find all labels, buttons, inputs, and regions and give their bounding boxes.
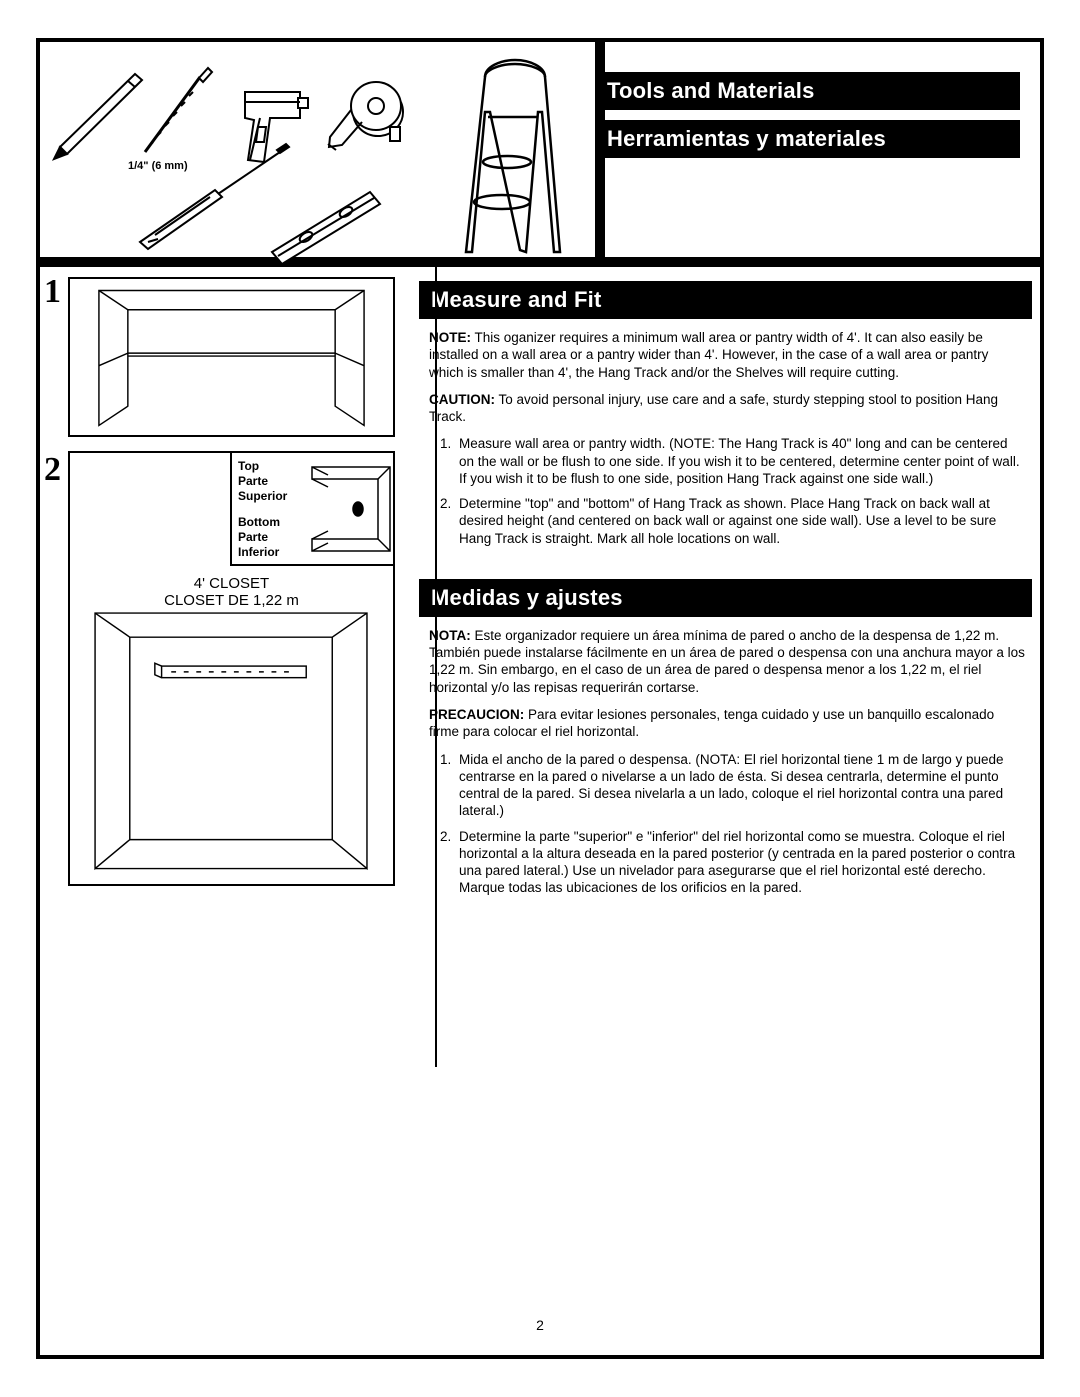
figures-column: 1 2 [40, 267, 405, 1067]
track-bottom-es2: Inferior [238, 545, 280, 560]
step-en-1: Measure wall area or pantry width. (NOTE… [455, 435, 1026, 487]
step-es-1: Mida el ancho de la pared o despensa. (N… [455, 751, 1026, 820]
note-es-text: Este organizador requiere un área mínima… [429, 628, 1025, 695]
note-en-text: This oganizer requires a minimum wall ar… [429, 330, 988, 380]
measure-header-en: Measure and Fit [419, 281, 1032, 319]
page-frame: 1/4" (6 mm) Tools and Materials Herramie… [36, 38, 1044, 1359]
caution-en-text: To avoid personal injury, use care and a… [429, 392, 998, 424]
tools-header-es: Herramientas y materiales [595, 120, 1020, 158]
track-bottom-en: Bottom [238, 515, 280, 530]
caution-es: PRECAUCION: Para evitar lesiones persona… [429, 706, 1026, 741]
step-en-2: Determine "top" and "bottom" of Hang Tra… [455, 495, 1026, 547]
step-es-2: Determine la parte "superior" e "inferio… [455, 828, 1026, 897]
closet-label-en: 4' CLOSET [70, 575, 393, 592]
tools-section: 1/4" (6 mm) Tools and Materials Herramie… [40, 42, 1040, 267]
page-number: 2 [40, 1317, 1040, 1333]
measure-header-es: Medidas y ajustes [419, 579, 1032, 617]
tools-illustration: 1/4" (6 mm) [40, 42, 595, 257]
instructions-column: Measure and Fit NOTE: This oganizer requ… [405, 267, 1040, 1067]
steps-es: Mida el ancho de la pared o despensa. (N… [429, 751, 1026, 897]
figure-2: Top Parte Superior Bottom Parte Inferior [68, 451, 395, 886]
tools-header-en: Tools and Materials [595, 72, 1020, 110]
caution-en: CAUTION: To avoid personal injury, use c… [429, 391, 1026, 426]
track-bottom-es1: Parte [238, 530, 280, 545]
note-en: NOTE: This oganizer requires a minimum w… [429, 329, 1026, 381]
column-divider [435, 267, 437, 1067]
step-number-2: 2 [44, 451, 61, 489]
steps-en: Measure wall area or pantry width. (NOTE… [429, 435, 1026, 547]
closet-label-es: CLOSET DE 1,22 m [70, 592, 393, 609]
track-top-en: Top [238, 459, 287, 474]
track-top-es1: Parte [238, 474, 287, 489]
note-es: NOTA: Este organizador requiere un área … [429, 627, 1026, 696]
drill-bit-label: 1/4" (6 mm) [128, 160, 188, 172]
figure-1 [68, 277, 395, 437]
step-number-1: 1 [44, 273, 61, 311]
track-top-es2: Superior [238, 489, 287, 504]
tools-headers: Tools and Materials Herramientas y mater… [595, 42, 1040, 257]
main-content: 1 2 [40, 267, 1040, 1067]
